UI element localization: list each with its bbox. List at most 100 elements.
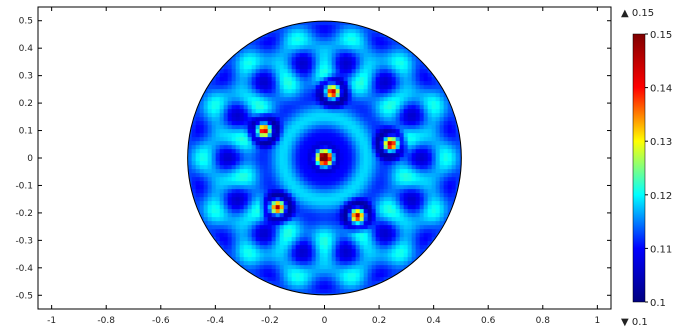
heat-cell: [415, 61, 421, 66]
heat-cell: [411, 85, 417, 90]
heat-cell: [195, 141, 201, 146]
heat-cell: [347, 169, 353, 174]
heat-cell: [279, 241, 285, 246]
heat-cell: [267, 233, 273, 238]
heat-cell: [279, 157, 285, 162]
heat-cell: [283, 237, 289, 242]
heat-cell: [415, 117, 421, 122]
heat-cell: [319, 157, 325, 162]
heat-cell: [303, 125, 309, 130]
heat-cell: [359, 73, 365, 78]
heat-cell: [247, 269, 253, 274]
heat-cell: [279, 161, 285, 166]
heat-cell: [311, 245, 317, 250]
heat-cell: [383, 197, 389, 202]
heat-cell: [435, 141, 441, 146]
heat-cell: [263, 201, 269, 206]
heat-cell: [311, 253, 317, 258]
heat-cell: [375, 93, 381, 98]
heat-cell: [343, 289, 349, 294]
heat-cell: [303, 189, 309, 194]
heat-cell: [203, 193, 209, 198]
heat-cell: [251, 193, 257, 198]
heat-cell: [427, 101, 433, 106]
heat-cell: [271, 149, 277, 154]
colorbar-tick-label: 0.11: [650, 244, 672, 255]
heat-cell: [211, 229, 217, 234]
heat-cell: [235, 117, 241, 122]
heat-cell: [371, 181, 377, 186]
heat-cell: [299, 237, 305, 242]
heat-cell: [323, 209, 329, 214]
heat-cell: [291, 105, 297, 110]
heat-cell: [255, 45, 261, 50]
heat-cell: [375, 73, 381, 78]
heat-cell: [447, 201, 453, 206]
heat-cell: [375, 149, 381, 154]
heat-cell: [387, 265, 393, 270]
heat-cell: [431, 149, 437, 154]
heat-cell: [271, 173, 277, 178]
heat-cell: [399, 133, 405, 138]
heat-cell: [315, 213, 321, 218]
heat-cell: [251, 189, 257, 194]
heat-cell: [219, 77, 225, 82]
heat-cell: [231, 205, 237, 210]
heat-cell: [379, 229, 385, 234]
heat-cell: [303, 257, 309, 262]
heat-cell: [215, 109, 221, 114]
heat-cell: [395, 169, 401, 174]
heat-cell: [315, 197, 321, 202]
heat-cell: [263, 33, 269, 38]
heat-cell: [315, 61, 321, 66]
heat-cell: [239, 225, 245, 230]
heat-cell: [375, 261, 381, 266]
heat-cell: [247, 77, 253, 82]
heat-cell: [287, 189, 293, 194]
heat-cell: [339, 273, 345, 278]
heat-cell: [335, 257, 341, 262]
heat-cell: [343, 101, 349, 106]
heat-cell: [367, 85, 373, 90]
heat-cell: [379, 205, 385, 210]
heat-cell: [439, 109, 445, 114]
heat-cell: [411, 101, 417, 106]
heat-cell: [363, 193, 369, 198]
heat-cell: [331, 281, 337, 286]
heat-cell: [407, 193, 413, 198]
heat-cell: [235, 257, 241, 262]
heat-cell: [367, 233, 373, 238]
heat-cell: [351, 197, 357, 202]
heat-cell: [443, 193, 449, 198]
heat-cell: [379, 161, 385, 166]
heat-cell: [211, 177, 217, 182]
heat-cell: [255, 49, 261, 54]
heat-cell: [423, 157, 429, 162]
heat-cell: [407, 249, 413, 254]
heat-cell: [435, 173, 441, 178]
heat-cell: [299, 249, 305, 254]
heat-cell: [387, 241, 393, 246]
heat-cell: [307, 97, 313, 102]
heat-cell: [327, 249, 333, 254]
heat-cell: [427, 121, 433, 126]
heat-cell: [291, 285, 297, 290]
heat-cell: [303, 121, 309, 126]
heat-cell: [315, 77, 321, 82]
heat-cell: [267, 197, 273, 202]
heat-cell: [235, 113, 241, 118]
heat-cell: [415, 213, 421, 218]
heat-cell: [283, 73, 289, 78]
heat-cell: [439, 133, 445, 138]
heat-cell: [351, 105, 357, 110]
heat-cell: [239, 49, 245, 54]
heat-cell: [407, 81, 413, 86]
heat-cell: [295, 81, 301, 86]
heat-cell: [291, 229, 297, 234]
heat-cell: [231, 221, 237, 226]
heat-cell: [287, 77, 293, 82]
heat-cell: [443, 137, 449, 142]
heat-cell: [443, 149, 449, 154]
heat-cell: [307, 277, 313, 282]
heat-cell: [267, 177, 273, 182]
